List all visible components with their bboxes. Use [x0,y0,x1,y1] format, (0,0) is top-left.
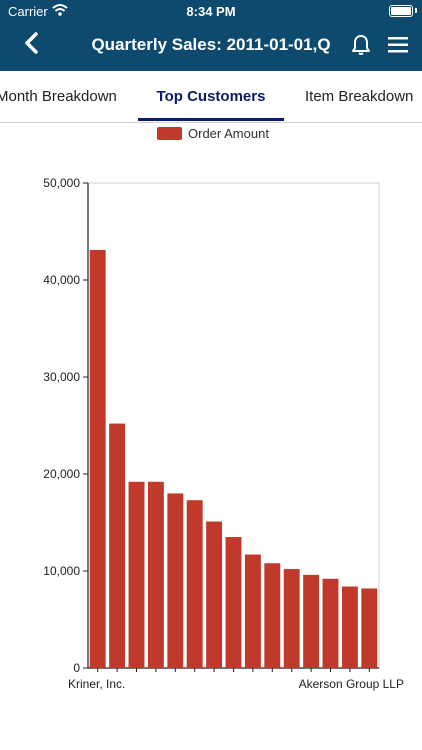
tab-top-customers[interactable]: Top Customers [156,88,266,105]
hamburger-menu-icon[interactable] [386,35,410,55]
chevron-left-icon[interactable] [20,31,44,55]
bar[interactable] [186,500,203,668]
status-bar: Carrier 8:34 PM [0,0,422,24]
carrier-label: Carrier [8,4,48,19]
page-title: Quarterly Sales: 2011-01-01,Q [91,35,331,54]
battery-icon [389,5,413,17]
bar[interactable] [147,481,164,668]
x-tick-label: Akerson Group LLP [299,677,404,691]
y-tick-label: 50,000 [43,176,80,190]
clock: 8:34 PM [186,4,236,19]
bar[interactable] [341,586,358,668]
bar[interactable] [264,563,281,668]
bar[interactable] [109,423,126,668]
tab-month-breakdown[interactable]: Month Breakdown [0,88,117,105]
bar[interactable] [167,493,184,668]
x-tick-label: Kriner, Inc. [68,677,125,691]
battery-cap [415,8,417,13]
bell-icon[interactable] [349,33,373,57]
active-tab-indicator [138,118,284,121]
bar[interactable] [225,537,242,668]
y-tick-label: 40,000 [43,273,80,287]
y-tick-label: 10,000 [43,564,80,578]
bar[interactable] [283,569,300,668]
y-tick-label: 30,000 [43,370,80,384]
bar[interactable] [244,554,261,668]
y-tick-label: 0 [73,661,80,675]
bar[interactable] [361,588,378,668]
tab-item-breakdown[interactable]: Item Breakdown [305,88,414,105]
bar[interactable] [89,249,106,668]
tab-bar: Month Breakdown Top Customers Item Break… [0,71,422,123]
legend-label: Order Amount [188,126,269,141]
legend-swatch [157,127,182,140]
y-tick-label: 20,000 [43,467,80,481]
wifi-icon [52,4,68,16]
bar-chart: 0 10,000 20,000 30,000 40,000 50,000 Kriner, I… [43,176,404,691]
bar[interactable] [206,521,223,668]
bar[interactable] [303,574,320,668]
app-header: Carrier 8:34 PM Quarterly Sales: 2011-01… [0,0,422,71]
bar[interactable] [128,481,145,668]
bar[interactable] [322,578,339,668]
